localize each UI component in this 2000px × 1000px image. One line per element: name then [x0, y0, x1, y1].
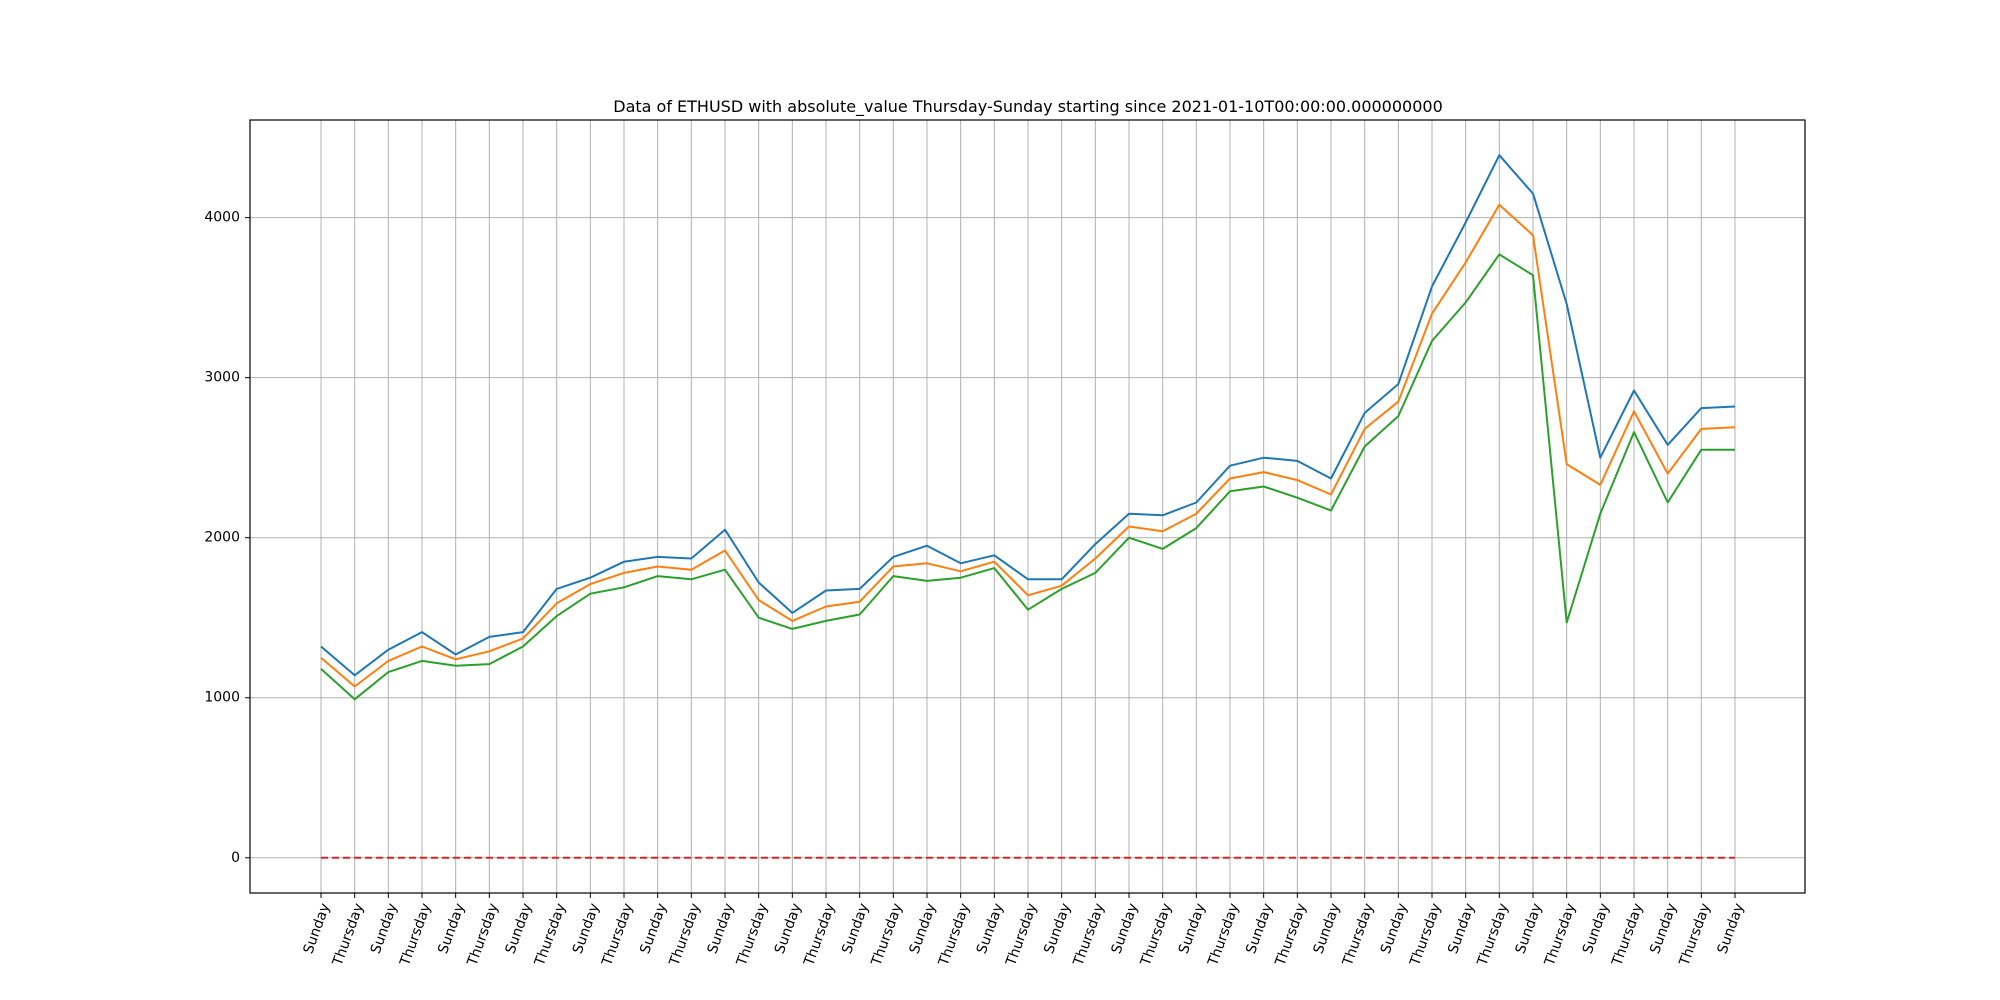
series-line-1 — [320, 154, 1736, 677]
series-line-3 — [320, 253, 1735, 701]
plot-frame — [249, 119, 1806, 894]
y-tick-label: 4000 — [204, 210, 240, 226]
y-tick-label: 2000 — [204, 530, 240, 546]
grid-lines — [250, 120, 1805, 893]
series-lines — [320, 154, 1736, 859]
y-tick-label: 3000 — [204, 370, 240, 386]
series-line-2 — [320, 203, 1736, 688]
y-axis: 0 1000 2000 3000 4000 — [204, 210, 250, 866]
chart-title: Data of ETHUSD with absolute_value Thurs… — [613, 97, 1443, 117]
y-tick-label: 1000 — [204, 690, 240, 706]
y-tick-label: 0 — [231, 850, 240, 866]
